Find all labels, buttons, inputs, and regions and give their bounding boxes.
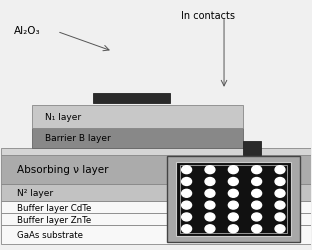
Bar bbox=[243, 141, 261, 155]
Circle shape bbox=[275, 190, 285, 198]
Bar bbox=[32, 106, 243, 128]
Circle shape bbox=[252, 213, 261, 221]
Circle shape bbox=[228, 166, 238, 174]
Circle shape bbox=[228, 213, 238, 221]
Text: Buffer layer CdTe: Buffer layer CdTe bbox=[17, 203, 91, 212]
Circle shape bbox=[182, 166, 192, 174]
Text: Absorbing ν layer: Absorbing ν layer bbox=[17, 165, 108, 175]
Circle shape bbox=[182, 225, 192, 233]
Circle shape bbox=[275, 213, 285, 221]
Bar bbox=[180, 165, 287, 233]
Bar bbox=[1, 148, 311, 155]
Bar bbox=[1, 225, 311, 244]
Circle shape bbox=[228, 190, 238, 198]
Circle shape bbox=[182, 190, 192, 198]
Circle shape bbox=[205, 166, 215, 174]
Circle shape bbox=[228, 201, 238, 209]
Circle shape bbox=[228, 225, 238, 233]
Bar bbox=[176, 162, 290, 236]
Bar bbox=[93, 94, 170, 104]
Circle shape bbox=[275, 178, 285, 186]
Text: Al₂O₃: Al₂O₃ bbox=[14, 26, 40, 36]
Bar bbox=[1, 202, 311, 213]
Bar bbox=[1, 213, 311, 225]
Circle shape bbox=[275, 225, 285, 233]
Circle shape bbox=[252, 178, 261, 186]
Text: Buffer layer ZnTe: Buffer layer ZnTe bbox=[17, 215, 91, 224]
Circle shape bbox=[252, 190, 261, 198]
Text: In contacts: In contacts bbox=[181, 11, 235, 21]
Circle shape bbox=[275, 201, 285, 209]
Circle shape bbox=[182, 178, 192, 186]
Circle shape bbox=[252, 201, 261, 209]
Circle shape bbox=[205, 178, 215, 186]
Circle shape bbox=[252, 166, 261, 174]
Circle shape bbox=[205, 201, 215, 209]
Circle shape bbox=[205, 225, 215, 233]
Bar bbox=[1, 155, 311, 184]
Circle shape bbox=[275, 166, 285, 174]
Text: Barrier B layer: Barrier B layer bbox=[45, 134, 110, 142]
Circle shape bbox=[205, 213, 215, 221]
Text: GaAs substrate: GaAs substrate bbox=[17, 230, 83, 239]
Text: N₁ layer: N₁ layer bbox=[45, 112, 81, 122]
Text: N² layer: N² layer bbox=[17, 188, 53, 198]
Bar bbox=[1, 184, 311, 202]
Circle shape bbox=[228, 178, 238, 186]
Circle shape bbox=[182, 201, 192, 209]
Circle shape bbox=[205, 190, 215, 198]
Circle shape bbox=[252, 225, 261, 233]
Circle shape bbox=[182, 213, 192, 221]
Bar bbox=[32, 128, 243, 148]
Bar bbox=[167, 156, 300, 242]
